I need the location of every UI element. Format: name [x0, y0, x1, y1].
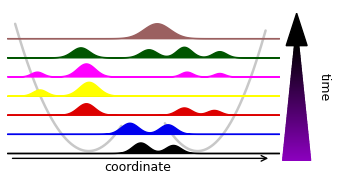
Polygon shape — [292, 67, 301, 69]
Polygon shape — [286, 13, 307, 46]
Polygon shape — [291, 80, 303, 82]
Polygon shape — [287, 123, 307, 125]
Polygon shape — [295, 46, 299, 47]
Polygon shape — [289, 100, 305, 102]
Polygon shape — [285, 136, 308, 138]
Polygon shape — [283, 158, 311, 159]
Polygon shape — [287, 119, 306, 120]
Polygon shape — [292, 70, 302, 71]
Polygon shape — [291, 74, 302, 76]
Polygon shape — [283, 159, 311, 161]
Polygon shape — [293, 61, 300, 63]
Polygon shape — [284, 142, 309, 143]
Polygon shape — [289, 103, 305, 105]
Polygon shape — [292, 69, 301, 70]
Polygon shape — [289, 96, 304, 97]
Polygon shape — [287, 120, 307, 122]
Text: coordinate: coordinate — [104, 161, 171, 174]
Polygon shape — [294, 56, 300, 57]
Polygon shape — [284, 151, 310, 152]
Polygon shape — [294, 54, 300, 56]
Polygon shape — [285, 132, 308, 133]
Polygon shape — [293, 59, 300, 60]
Polygon shape — [285, 135, 308, 136]
Polygon shape — [291, 83, 303, 84]
Polygon shape — [288, 112, 306, 113]
Polygon shape — [294, 47, 299, 49]
Polygon shape — [288, 109, 305, 110]
Polygon shape — [291, 79, 302, 80]
Polygon shape — [285, 133, 308, 135]
Polygon shape — [291, 73, 302, 74]
Polygon shape — [285, 141, 309, 142]
Polygon shape — [290, 89, 303, 90]
Polygon shape — [293, 57, 300, 59]
Polygon shape — [283, 152, 310, 153]
Polygon shape — [286, 128, 307, 129]
Polygon shape — [284, 146, 309, 148]
Polygon shape — [291, 76, 302, 77]
Polygon shape — [289, 97, 304, 99]
Polygon shape — [288, 106, 305, 108]
Polygon shape — [283, 155, 310, 156]
Text: time: time — [318, 73, 331, 101]
Polygon shape — [287, 116, 306, 118]
Polygon shape — [285, 130, 308, 132]
Polygon shape — [294, 51, 299, 53]
Polygon shape — [288, 110, 306, 112]
Polygon shape — [291, 77, 302, 79]
Polygon shape — [294, 53, 300, 54]
Polygon shape — [290, 93, 304, 94]
Polygon shape — [291, 82, 303, 83]
Polygon shape — [285, 139, 309, 141]
Polygon shape — [289, 99, 304, 100]
Polygon shape — [284, 145, 309, 146]
Polygon shape — [283, 156, 310, 158]
Polygon shape — [289, 102, 305, 103]
Polygon shape — [284, 149, 310, 151]
Polygon shape — [292, 63, 301, 64]
Polygon shape — [292, 64, 301, 66]
Polygon shape — [287, 115, 306, 116]
Polygon shape — [294, 49, 299, 50]
Polygon shape — [293, 60, 300, 61]
Polygon shape — [286, 126, 307, 128]
Polygon shape — [287, 118, 306, 119]
Polygon shape — [292, 66, 301, 67]
Polygon shape — [288, 108, 305, 109]
Polygon shape — [285, 138, 309, 139]
Polygon shape — [292, 71, 302, 73]
Polygon shape — [287, 122, 307, 123]
Polygon shape — [288, 113, 306, 115]
Polygon shape — [290, 92, 304, 93]
Polygon shape — [290, 86, 303, 87]
Polygon shape — [284, 148, 310, 149]
Polygon shape — [284, 143, 309, 145]
Polygon shape — [290, 84, 303, 86]
Polygon shape — [286, 129, 307, 130]
Polygon shape — [294, 50, 299, 51]
Polygon shape — [288, 105, 305, 106]
Polygon shape — [283, 153, 310, 155]
Polygon shape — [286, 125, 307, 126]
Polygon shape — [290, 90, 304, 92]
Polygon shape — [289, 94, 304, 96]
Polygon shape — [290, 87, 303, 89]
